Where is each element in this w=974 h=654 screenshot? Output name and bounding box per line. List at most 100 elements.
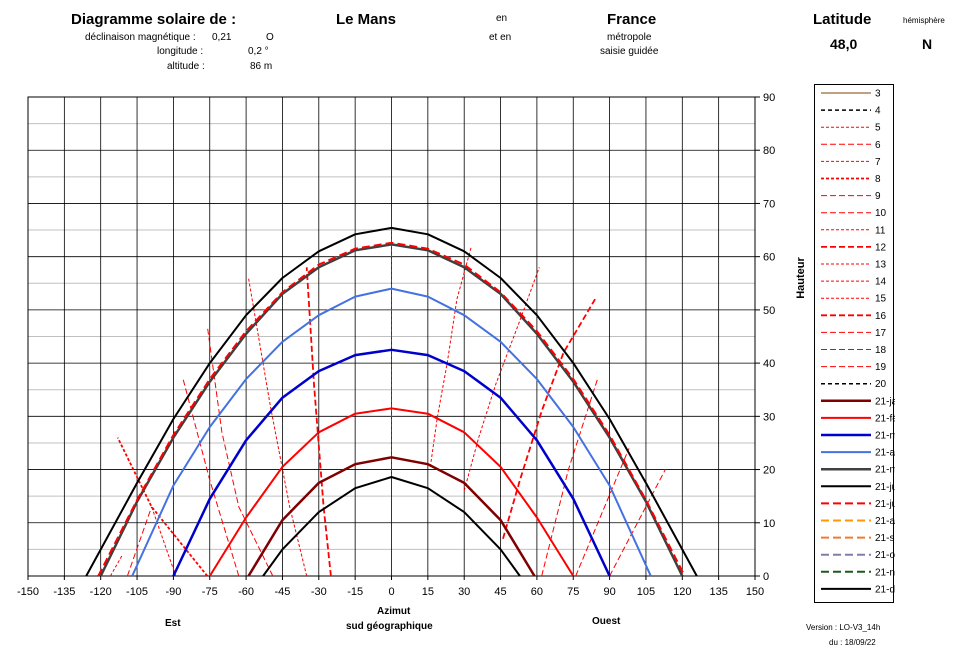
hour-line-19 [609, 469, 666, 577]
declination-value: 0,21 [212, 32, 232, 43]
x-tick-label: 0 [388, 586, 394, 598]
longitude-value: 0,2 ° [248, 46, 269, 57]
legend-label: 9 [875, 191, 881, 202]
region-name: métropole [607, 32, 652, 43]
en-label: en [496, 13, 508, 24]
sun-path-21-juil. [97, 241, 686, 577]
latitude-label: Latitude [813, 11, 872, 28]
legend-label: 14 [875, 277, 887, 288]
legend-label: 7 [875, 157, 881, 168]
legend-label: 21-déc. [875, 584, 895, 595]
hour-line-11 [248, 277, 308, 577]
legend-label: 21-juin [875, 482, 895, 493]
east-label: Est [165, 618, 181, 629]
x-tick-label: 90 [603, 586, 615, 598]
west-label: Ouest [592, 616, 621, 627]
hour-line-9 [182, 378, 240, 577]
x-tick-label: 30 [458, 586, 470, 598]
legend-label: 4 [875, 106, 881, 117]
x-axis-label: Azimut [377, 606, 411, 617]
hour-line-12 [305, 267, 332, 577]
legend-label: 21-mai [875, 465, 895, 476]
legend-label: 21-févr. [875, 413, 895, 424]
sun-path-21-avr. [131, 287, 652, 577]
legend-label: 10 [875, 208, 887, 219]
sun-path-21-mars [172, 348, 611, 577]
legend-label: 21-sept. [875, 533, 895, 544]
y-tick-label: 30 [763, 411, 775, 423]
country-name: France [607, 11, 657, 28]
x-tick-label: 45 [494, 586, 506, 598]
x-tick-label: -105 [126, 586, 148, 598]
sun-path-21-janv. [247, 456, 536, 577]
version-date: du : 18/09/22 [829, 638, 876, 647]
legend-label: 21-août [875, 516, 895, 527]
x-tick-label: -150 [17, 586, 39, 598]
declination-direction: O [266, 32, 274, 43]
x-tick-label: -60 [238, 586, 254, 598]
x-tick-label: 120 [673, 586, 691, 598]
x-tick-label: 75 [567, 586, 579, 598]
version-label: Version : LO-V3_14h [806, 623, 881, 632]
x-tick-label: -45 [274, 586, 290, 598]
x-tick-label: -75 [202, 586, 218, 598]
sun-path-21-mai [99, 243, 684, 577]
y-tick-label: 10 [763, 518, 775, 530]
legend-label: 3 [875, 89, 881, 100]
longitude-label: longitude : [157, 46, 204, 57]
chart-title: Diagramme solaire de : [71, 11, 237, 28]
hour-line-7 [151, 506, 177, 577]
y-tick-label: 40 [763, 358, 775, 370]
legend-label: 5 [875, 123, 881, 134]
altitude-label: altitude : [167, 61, 205, 72]
latitude-value: 48,0 [830, 36, 858, 52]
y-tick-label: 70 [763, 198, 775, 210]
hour-line-17 [541, 378, 598, 577]
legend-label: 21-oct. [875, 550, 895, 561]
declination-label: déclinaison magnétique : [85, 32, 196, 43]
x-tick-label: 150 [746, 586, 764, 598]
x-tick-label: 135 [709, 586, 727, 598]
city-name: Le Mans [336, 11, 397, 28]
hour-line-10 [206, 325, 274, 577]
legend-label: 21-avr. [875, 448, 895, 459]
legend-label: 6 [875, 140, 881, 151]
x-tick-label: 105 [637, 586, 655, 598]
y-tick-label: 80 [763, 145, 775, 157]
x-tick-label: -15 [347, 586, 363, 598]
hour-line-18 [575, 448, 630, 577]
x-tick-label: -120 [90, 586, 112, 598]
y-tick-label: 50 [763, 305, 775, 317]
legend-label: 18 [875, 345, 887, 356]
y-tick-label: 0 [763, 571, 769, 583]
y-tick-label: 20 [763, 465, 775, 477]
hour-line-16 [502, 298, 596, 539]
legend-label: 17 [875, 328, 887, 339]
hemisphere-value: N [922, 36, 933, 52]
legend-label: 15 [875, 294, 887, 305]
y-axis-label: Hauteur [795, 257, 807, 299]
legend-entries: 3 4 5 6 7 8 9 10 11 12 13 14 15 16 17 18 19 20 21-janv. 21-… [821, 89, 912, 595]
sun-path-21-févr. [208, 407, 575, 577]
input-mode: saisie guidée [600, 46, 659, 57]
legend-label: 11 [875, 225, 886, 236]
x-tick-label: -90 [165, 586, 181, 598]
legend-label: 16 [875, 311, 887, 322]
legend-label: 13 [875, 260, 887, 271]
y-tick-label: 60 [763, 252, 775, 264]
legend-label: 12 [875, 242, 887, 253]
altitude-value: 86 m [250, 61, 273, 72]
legend-label: 21-janv. [875, 396, 895, 407]
legend-label: 21-nov. [875, 567, 895, 578]
legend-label: 8 [875, 174, 881, 185]
hemisphere-label: hémisphère [903, 16, 945, 25]
x-tick-label: 15 [422, 586, 434, 598]
hour-line-15 [463, 267, 540, 491]
sun-path-21-déc. [262, 476, 521, 577]
legend-label: 20 [875, 379, 887, 390]
sun-path-21-juin [85, 226, 698, 577]
hour-line-6 [126, 506, 153, 577]
x-axis-sublabel: sud géographique [346, 621, 433, 632]
hour-line-5 [109, 554, 123, 577]
